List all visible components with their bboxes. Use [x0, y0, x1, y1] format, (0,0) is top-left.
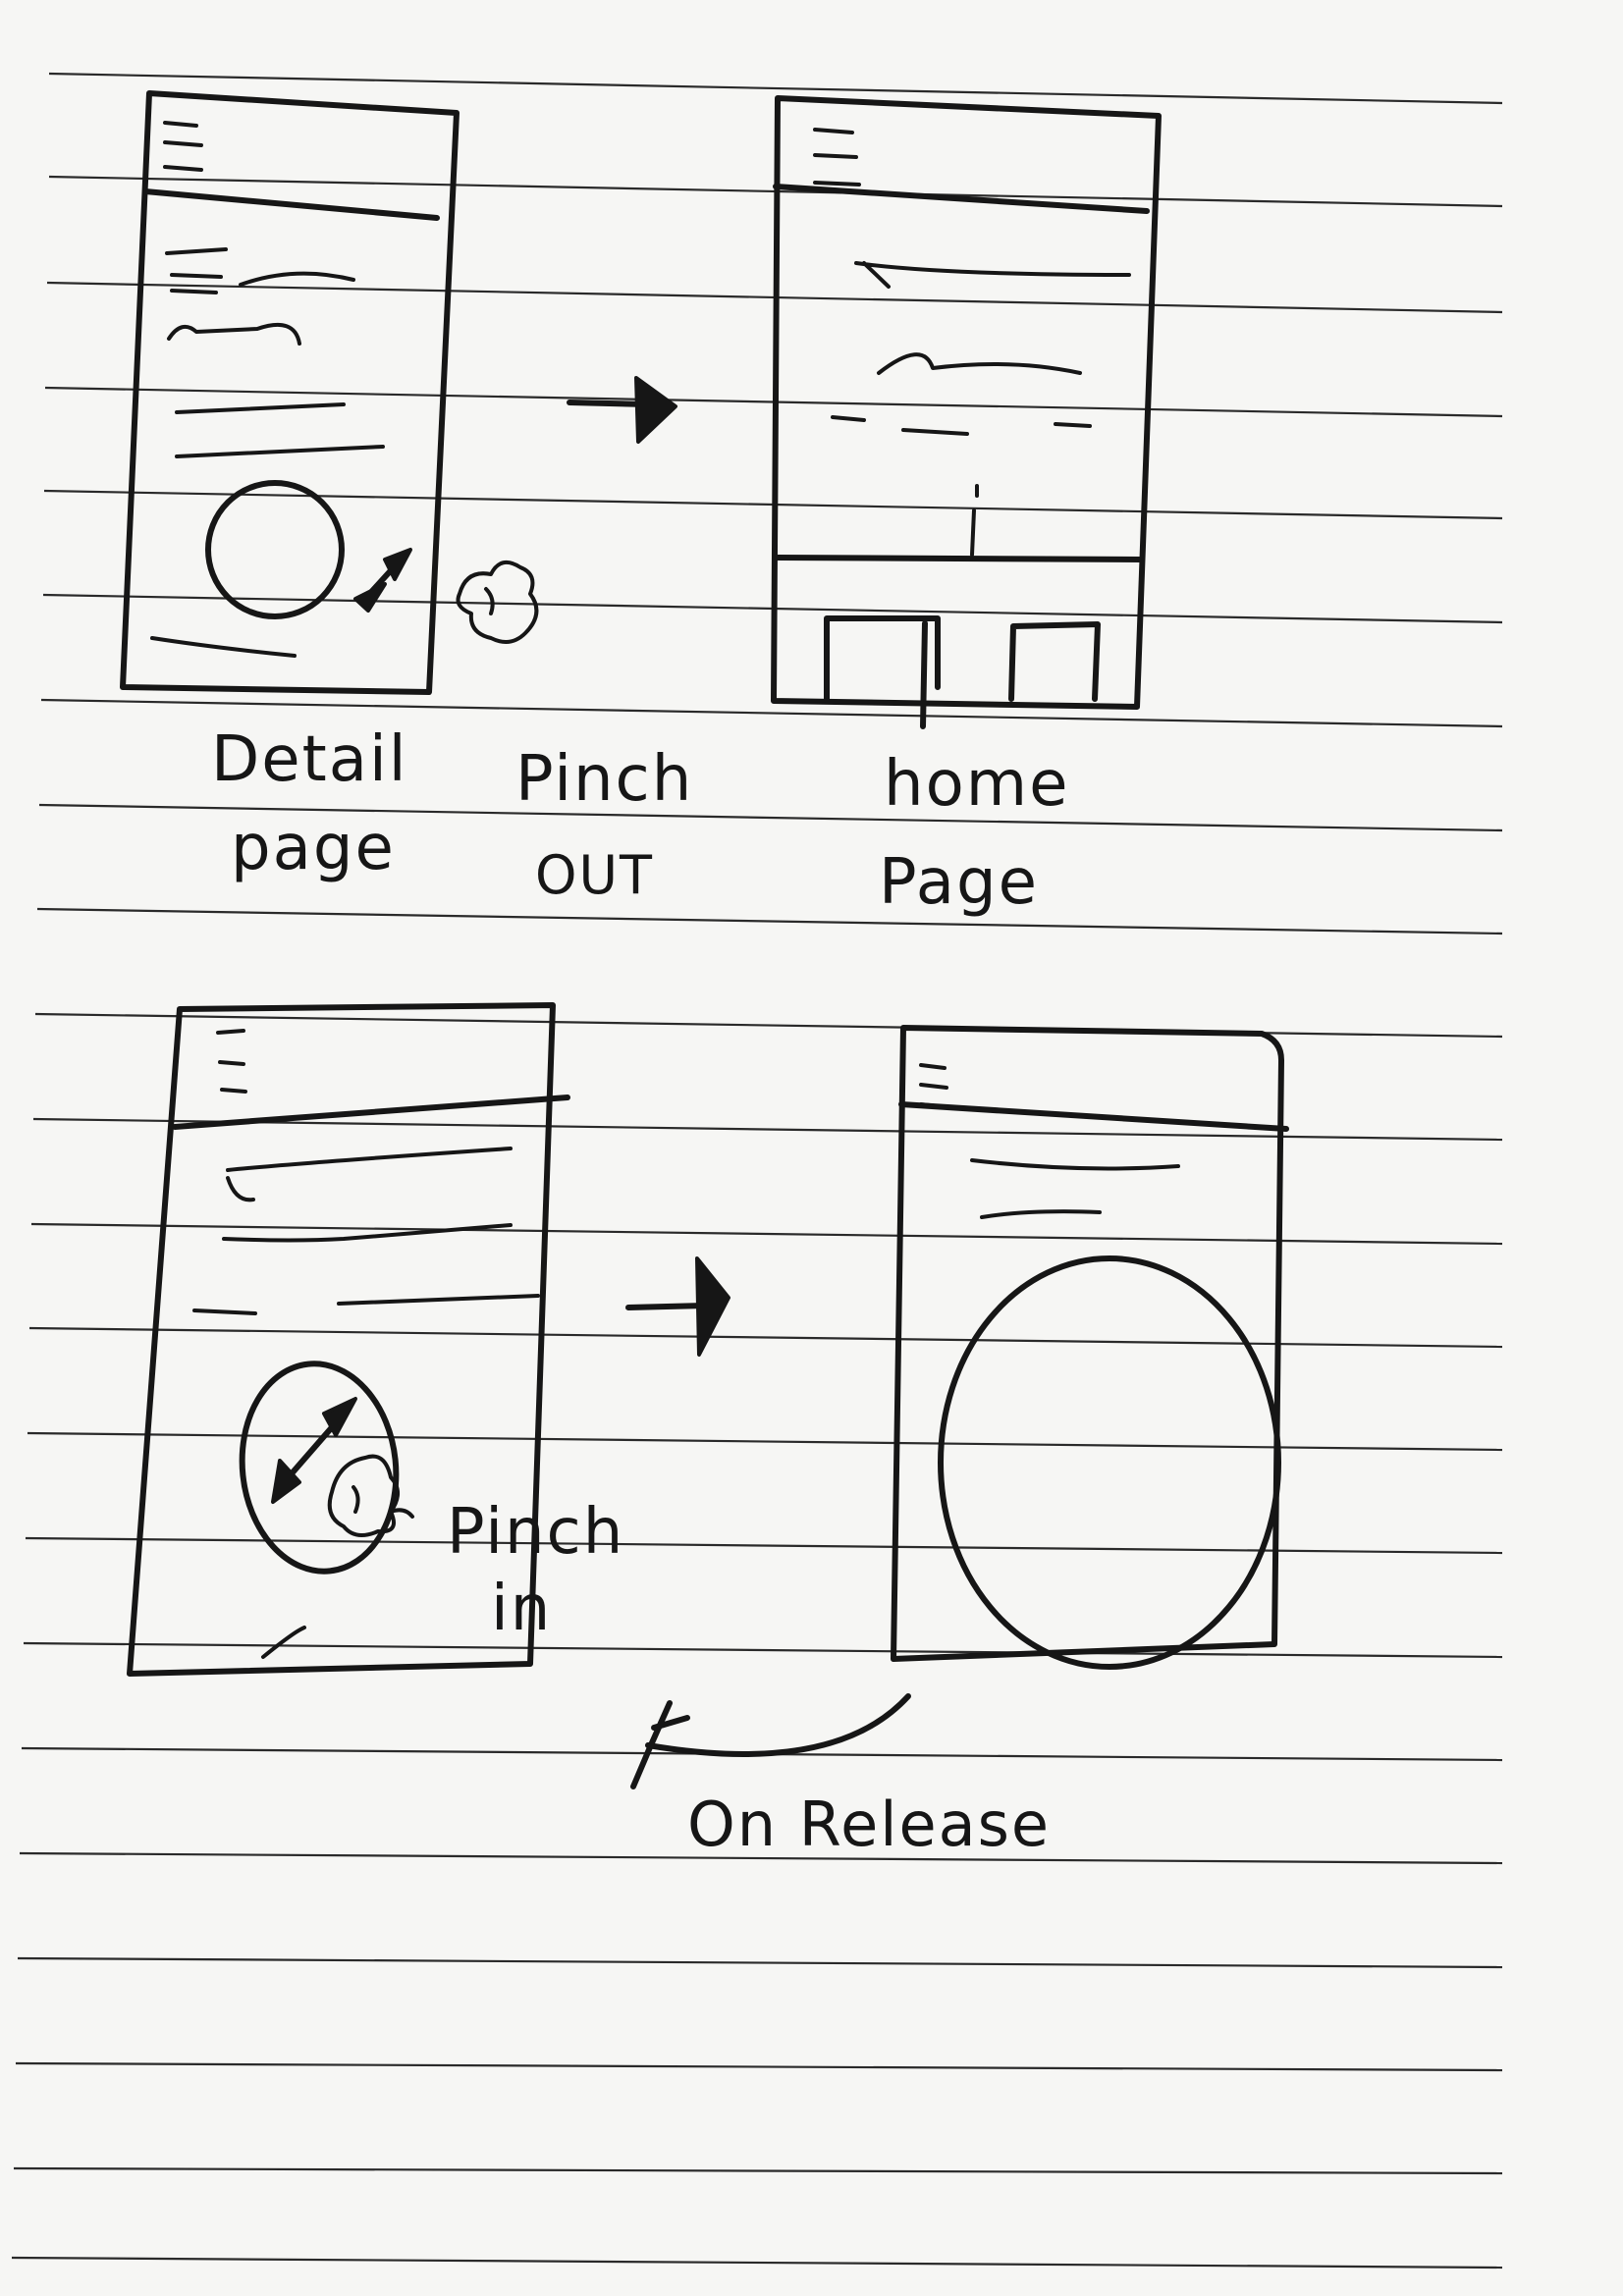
phone-detail-page	[120, 90, 460, 695]
phone-released	[891, 1025, 1289, 1670]
hand-gesture-icon	[327, 1454, 414, 1537]
label-pinch-out-line1: Pinch	[515, 743, 693, 816]
label-detail-page-line2: page	[231, 812, 396, 884]
hand-gesture-icon	[456, 560, 539, 644]
image-ellipse	[239, 1361, 400, 1575]
menu-icon	[919, 1063, 950, 1109]
right-arrow-icon	[625, 1256, 730, 1357]
label-home-page-line1: home	[884, 748, 1069, 821]
label-pinch-in-line2: in	[491, 1573, 552, 1645]
curved-arrow-icon	[630, 1693, 911, 1789]
notebook-ruled-lines	[11, 72, 1503, 2269]
label-detail-page-line1: Detail	[211, 723, 408, 796]
label-pinch-out-line2: OUT	[535, 844, 654, 906]
image-circle	[205, 480, 345, 619]
label-on-release: On Release	[687, 1789, 1051, 1860]
label-pinch-in-line1: Pinch	[447, 1496, 624, 1569]
phone-home-page	[771, 95, 1162, 729]
menu-icon	[163, 121, 203, 172]
expand-arrow-icon	[353, 548, 412, 613]
right-arrow-icon	[567, 376, 677, 444]
menu-icon	[813, 128, 861, 187]
label-home-page-line2: Page	[879, 846, 1039, 919]
zoomed-image-circle	[938, 1255, 1281, 1670]
menu-icon	[216, 1029, 247, 1094]
phone-pinch-in	[127, 1002, 570, 1677]
expand-arrow-icon	[271, 1397, 357, 1504]
